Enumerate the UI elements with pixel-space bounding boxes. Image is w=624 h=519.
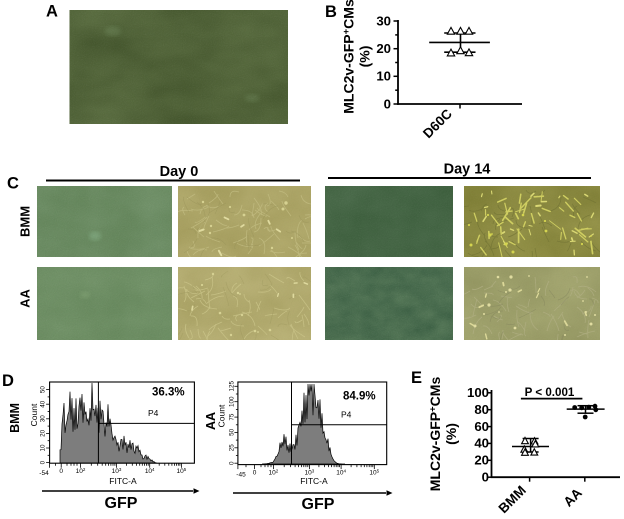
- svg-text:P4: P4: [148, 408, 159, 418]
- svg-text:36.3%: 36.3%: [152, 387, 185, 399]
- svg-text:103: 103: [305, 469, 315, 477]
- svg-text:20: 20: [40, 429, 47, 437]
- svg-text:100: 100: [467, 385, 489, 400]
- svg-text:102: 102: [269, 469, 279, 477]
- svg-text:Count: Count: [29, 403, 39, 426]
- svg-text:80: 80: [474, 402, 489, 417]
- svg-text:(%): (%): [357, 46, 373, 68]
- svg-text:MLC2v-GFP+CMs: MLC2v-GFP+CMs: [427, 377, 443, 492]
- svg-text:105: 105: [369, 469, 379, 477]
- svg-text:P4: P4: [341, 410, 352, 420]
- svg-text:B: B: [325, 3, 337, 21]
- svg-text:0: 0: [482, 470, 489, 485]
- svg-text:D: D: [2, 372, 14, 390]
- svg-text:40: 40: [474, 436, 489, 451]
- svg-text:Day 14: Day 14: [444, 162, 491, 178]
- svg-text:AA: AA: [18, 289, 33, 308]
- svg-text:104: 104: [336, 469, 346, 477]
- svg-text:102: 102: [76, 467, 86, 475]
- svg-text:A: A: [46, 3, 58, 21]
- svg-text:(%): (%): [443, 423, 459, 445]
- svg-text:0: 0: [228, 461, 235, 465]
- svg-text:MLC2v-GFP+CMs: MLC2v-GFP+CMs: [341, 0, 357, 114]
- svg-text:Day 0: Day 0: [160, 164, 199, 180]
- svg-text:30: 30: [376, 13, 391, 28]
- svg-text:30: 30: [40, 415, 47, 423]
- svg-text:0: 0: [384, 96, 391, 111]
- svg-text:0: 0: [59, 468, 63, 475]
- svg-text:84.9%: 84.9%: [343, 391, 376, 403]
- svg-text:D60C: D60C: [420, 106, 455, 141]
- svg-text:C: C: [7, 175, 19, 193]
- svg-text:125: 125: [228, 381, 235, 392]
- svg-text:20: 20: [376, 41, 391, 56]
- svg-text:0: 0: [40, 460, 47, 464]
- svg-text:AA: AA: [204, 412, 218, 430]
- svg-text:BMM: BMM: [496, 483, 529, 516]
- svg-text:Count: Count: [217, 404, 227, 427]
- svg-text:P < 0.001: P < 0.001: [525, 386, 575, 399]
- svg-text:10: 10: [376, 69, 391, 84]
- svg-text:E: E: [411, 369, 422, 387]
- svg-text:0: 0: [253, 470, 257, 477]
- svg-text:10: 10: [40, 444, 47, 452]
- svg-text:-45: -45: [236, 472, 246, 479]
- svg-text:50: 50: [40, 386, 47, 394]
- svg-text:GFP: GFP: [105, 495, 138, 512]
- svg-text:75: 75: [228, 413, 235, 421]
- svg-text:104: 104: [145, 467, 155, 475]
- svg-text:40: 40: [40, 400, 47, 408]
- svg-text:105: 105: [177, 467, 187, 475]
- svg-text:100: 100: [228, 396, 235, 407]
- svg-text:BMM: BMM: [18, 206, 33, 237]
- svg-text:60: 60: [474, 419, 489, 434]
- svg-text:FITC-A: FITC-A: [300, 476, 328, 486]
- svg-text:FITC-A: FITC-A: [109, 476, 137, 486]
- svg-text:25: 25: [228, 444, 235, 452]
- svg-text:BMM: BMM: [8, 403, 22, 433]
- svg-text:-54: -54: [39, 470, 49, 477]
- svg-text:103: 103: [112, 467, 122, 475]
- svg-text:20: 20: [474, 453, 489, 468]
- svg-text:GFP: GFP: [302, 496, 335, 513]
- svg-text:50: 50: [228, 428, 235, 436]
- svg-text:AA: AA: [561, 485, 586, 510]
